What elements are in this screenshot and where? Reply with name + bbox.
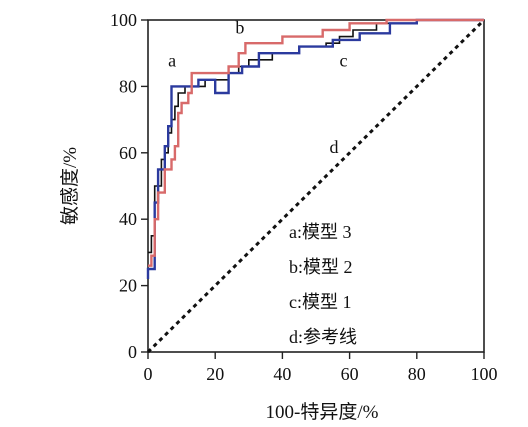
x-tick-label: 0 [144,364,153,384]
curve-label-a: a [168,50,176,70]
plot-border [147,19,485,353]
roc-curve-a [146,18,484,279]
plot-frame [147,19,485,353]
y-axis-title: 敏感度/% [59,147,81,225]
curve-labels: a b c d [168,17,347,157]
curve-label-d: d [329,137,338,157]
legend-entry: a:模型 3 [289,222,352,242]
x-tick-label: 60 [341,364,359,384]
x-tick-label: 100 [471,364,498,384]
y-axis-ticks: 0 20 40 60 80 100 [110,10,148,362]
legend-entry: d:参考线 [289,327,357,347]
roc-curves [146,18,486,354]
legend: a:模型 3 b:模型 2 c:模型 1 d:参考线 [289,222,357,347]
y-tick-label: 40 [119,209,137,229]
y-tick-label: 60 [119,143,137,163]
x-tick-label: 80 [408,364,426,384]
x-tick-label: 20 [206,364,224,384]
y-tick-label: 0 [128,342,137,362]
y-tick-label: 100 [110,10,137,30]
roc-curve-d [146,18,486,354]
curve-label-b: b [235,17,244,37]
legend-entry: c:模型 1 [289,292,352,312]
x-axis-title: 100-特异度/% [266,401,379,423]
roc-curve-c [148,19,484,254]
roc-curve-b [148,18,484,267]
y-tick-label: 20 [119,276,137,296]
x-tick-label: 40 [273,364,291,384]
legend-entry: b:模型 2 [289,257,353,277]
x-axis-ticks: 0 20 40 60 80 100 [144,352,498,384]
curve-label-c: c [340,50,348,70]
y-tick-label: 80 [119,76,137,96]
